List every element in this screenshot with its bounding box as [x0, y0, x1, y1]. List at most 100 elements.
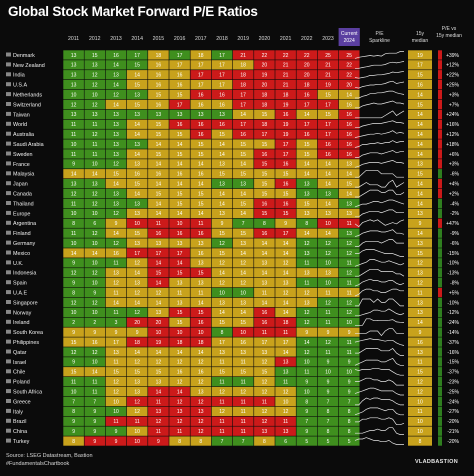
vs-median-bar	[438, 248, 442, 258]
pe-sparkline	[355, 397, 404, 406]
pe-value: 16	[346, 102, 352, 108]
pe-cell	[211, 109, 233, 119]
current-header-bg	[338, 28, 360, 46]
pe-cell	[63, 188, 84, 199]
country-label: Thailand	[13, 201, 34, 207]
pe-value: 14	[304, 162, 310, 168]
flag-icon	[6, 428, 11, 433]
median-value: 11	[417, 290, 422, 296]
pe-cell	[84, 436, 106, 446]
vs-median-value: +6%	[449, 152, 460, 158]
pe-value: 10	[71, 92, 77, 98]
pe-value: 16	[113, 53, 119, 59]
pe-value: 12	[283, 261, 289, 267]
vs-median-value: -4%	[450, 201, 459, 207]
pe-cell	[317, 119, 339, 129]
pe-value: 21	[283, 63, 289, 69]
pe-cell	[296, 416, 318, 426]
flag-icon	[6, 319, 11, 324]
pe-value: 9	[93, 330, 96, 336]
country-label: Switzerland	[13, 102, 41, 108]
pe-value: 16	[177, 231, 183, 237]
pe-value: 17	[156, 251, 162, 257]
pe-value: 16	[262, 310, 268, 316]
pe-value: 12	[92, 82, 98, 88]
pe-value: 12	[134, 261, 140, 267]
pe-cell	[317, 60, 339, 70]
pe-value: 13	[219, 181, 225, 187]
table-row: Brazil 9 9 11 11 12 12 12 11 11 12 11 7 7 8 10 -20%	[6, 416, 460, 426]
pe-cell	[148, 317, 169, 327]
pe-cell	[317, 80, 339, 90]
pe-value: 15	[71, 340, 77, 346]
pe-value: 17	[134, 53, 140, 59]
vs-median-value: +22%	[446, 73, 459, 79]
country-label: Norway	[13, 310, 32, 316]
pe-cell	[105, 396, 127, 407]
table-row: Europe 10 10 12 13 14 14 14 13 14 15 15 13 13 13 13 -2%	[6, 208, 460, 218]
pe-cell	[211, 70, 233, 80]
vs-median-value: -2%	[450, 211, 459, 217]
pe-value: 9	[305, 379, 308, 385]
pe-cell	[84, 426, 106, 436]
median-cell	[408, 159, 432, 169]
median-cell	[408, 337, 432, 347]
pe-value: 12	[304, 290, 310, 296]
pe-sparkline	[354, 407, 404, 416]
pe-cell	[254, 268, 275, 278]
pe-value: 19	[283, 102, 289, 108]
pe-value: 16	[283, 181, 289, 187]
pe-cell	[211, 307, 233, 317]
pe-value: 16	[198, 172, 204, 178]
pe-cell	[84, 327, 106, 337]
pe-cell	[211, 367, 233, 377]
pe-cell	[63, 228, 84, 238]
pe-value: 15	[262, 112, 268, 118]
pe-cell	[275, 198, 296, 209]
table-row: Germany 10 10 12 13 13 13 13 12 13 14 14 12 12 12 13 -6%	[6, 238, 460, 248]
pe-cell	[63, 337, 84, 347]
median-value: 12	[417, 261, 423, 267]
vs-median-bar	[438, 377, 442, 387]
pe-value: 12	[113, 241, 119, 247]
pe-value: 14	[156, 350, 162, 356]
pe-value: 17	[325, 122, 331, 128]
pe-cell	[211, 406, 233, 416]
pe-value: 13	[134, 162, 140, 168]
pe-cell	[275, 347, 296, 357]
pe-value: 11	[283, 330, 288, 336]
pe-cell	[338, 307, 360, 317]
pe-cell	[63, 317, 84, 327]
pe-value: 17	[177, 53, 183, 59]
median-cell	[408, 179, 432, 189]
pe-cell	[254, 109, 275, 119]
pe-cell	[275, 218, 296, 228]
pe-cell	[126, 80, 148, 90]
country-label: South Africa	[13, 389, 42, 395]
flag-icon	[6, 309, 11, 314]
pe-value: 13	[113, 271, 119, 277]
pe-value: 8	[348, 419, 351, 425]
pe-value: 13	[92, 63, 98, 69]
table-row: Canada 12 12 13 14 15 15 15 14 14 15 15 13 13 14 14 +2%	[6, 188, 460, 199]
pe-cell	[254, 129, 275, 139]
pe-cell	[211, 50, 233, 60]
pe-value: 17	[198, 82, 204, 88]
pe-value: 11	[71, 231, 76, 237]
pe-cell	[275, 367, 296, 377]
pe-value: 7	[72, 399, 75, 405]
pe-cell	[126, 159, 148, 169]
pe-cell	[105, 307, 127, 317]
pe-cell	[190, 80, 212, 90]
pe-value: 10	[92, 280, 98, 286]
pe-value: 13	[113, 142, 119, 148]
pe-value: 9	[221, 221, 224, 227]
pe-cell	[190, 297, 212, 308]
vs-median-bar	[438, 129, 442, 139]
country-label: Poland	[13, 380, 30, 386]
pe-cell	[317, 337, 339, 347]
vs-median-value: -8%	[450, 280, 459, 286]
pe-cell	[169, 228, 190, 238]
vs-median-value: -10%	[447, 300, 459, 306]
pe-cell	[232, 406, 254, 416]
